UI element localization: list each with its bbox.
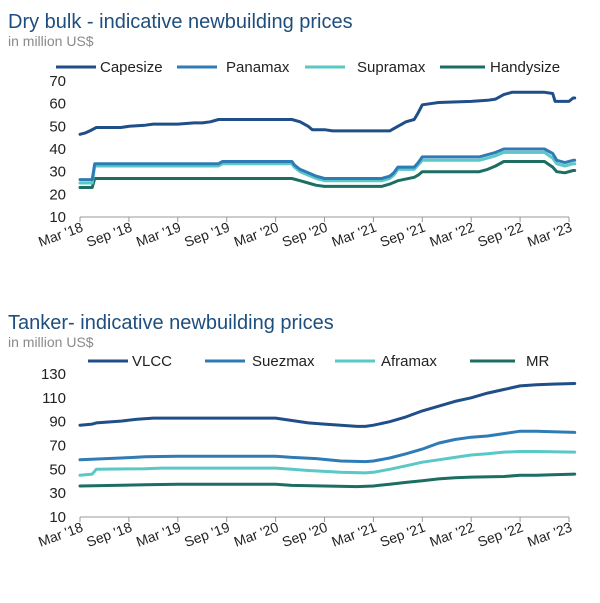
tanker-x-tick-label: Mar '23 — [525, 519, 574, 550]
drybulk-chart-subtitle: in million US$ — [8, 33, 94, 49]
tanker-x-tick-label: Sep '22 — [475, 519, 525, 550]
tanker-y-tick-label: 10 — [49, 509, 66, 526]
drybulk-y-tick-label: 10 — [49, 209, 66, 226]
series-line-suezmax — [78, 429, 577, 464]
drybulk-x-tick-label: Sep '20 — [280, 219, 330, 250]
drybulk-x-tick-label: Sep '21 — [378, 219, 428, 250]
tanker-x-tick-label: Sep '19 — [182, 519, 232, 550]
tanker-y-tick-label: 110 — [42, 390, 66, 407]
series-line-aframax — [78, 450, 577, 477]
tanker-x-tick-label: Mar '19 — [134, 519, 183, 550]
series-line-panamax — [78, 147, 577, 182]
tanker-x-tick-label: Mar '20 — [232, 519, 281, 550]
legend-label-suezmax: Suezmax — [252, 353, 315, 370]
tanker-y-tick-label: 70 — [49, 438, 66, 455]
legend-label-mr: MR — [526, 353, 549, 370]
tanker-chart: Tanker- indicative newbuilding pricesin … — [8, 312, 577, 550]
legend-label-panamax: Panamax — [226, 59, 290, 76]
tanker-y-tick-label: 130 — [41, 366, 66, 383]
drybulk-y-tick-label: 30 — [49, 164, 66, 181]
series-line-vlcc — [78, 382, 577, 428]
drybulk-chart-title: Dry bulk - indicative newbuilding prices — [8, 11, 353, 33]
legend-label-capesize: Capesize — [100, 59, 163, 76]
tanker-x-tick-label: Mar '21 — [329, 519, 378, 550]
drybulk-y-tick-label: 40 — [49, 141, 66, 158]
tanker-x-tick-label: Sep '21 — [378, 519, 428, 550]
tanker-x-tick-label: Sep '18 — [84, 519, 134, 550]
series-line-mr — [78, 472, 577, 489]
tanker-x-tick-label: Sep '20 — [280, 519, 330, 550]
tanker-y-tick-label: 50 — [49, 461, 66, 478]
legend-label-aframax: Aframax — [381, 353, 437, 370]
drybulk-x-tick-label: Sep '18 — [84, 219, 134, 250]
drybulk-y-tick-label: 50 — [49, 118, 66, 135]
tanker-x-tick-label: Mar '22 — [427, 519, 476, 550]
drybulk-y-tick-label: 20 — [49, 186, 66, 203]
drybulk-y-tick-label: 60 — [49, 96, 66, 113]
tanker-y-tick-label: 30 — [49, 485, 66, 502]
drybulk-chart: Dry bulk - indicative newbuilding prices… — [8, 11, 577, 250]
tanker-y-tick-label: 90 — [49, 414, 66, 431]
drybulk-x-tick-label: Mar '19 — [134, 219, 183, 250]
legend-label-vlcc: VLCC — [132, 353, 172, 370]
drybulk-x-tick-label: Sep '19 — [182, 219, 232, 250]
drybulk-x-tick-label: Mar '21 — [329, 219, 378, 250]
drybulk-x-tick-label: Sep '22 — [475, 219, 525, 250]
tanker-chart-subtitle: in million US$ — [8, 334, 94, 350]
series-line-capesize — [78, 90, 577, 136]
drybulk-y-tick-label: 70 — [49, 73, 66, 90]
drybulk-x-tick-label: Mar '22 — [427, 219, 476, 250]
series-line-handysize — [78, 160, 577, 189]
legend-label-supramax: Supramax — [357, 59, 426, 76]
legend-label-handysize: Handysize — [490, 59, 560, 76]
drybulk-x-tick-label: Mar '20 — [232, 219, 281, 250]
drybulk-x-tick-label: Mar '23 — [525, 219, 574, 250]
tanker-chart-title: Tanker- indicative newbuilding prices — [8, 312, 334, 334]
